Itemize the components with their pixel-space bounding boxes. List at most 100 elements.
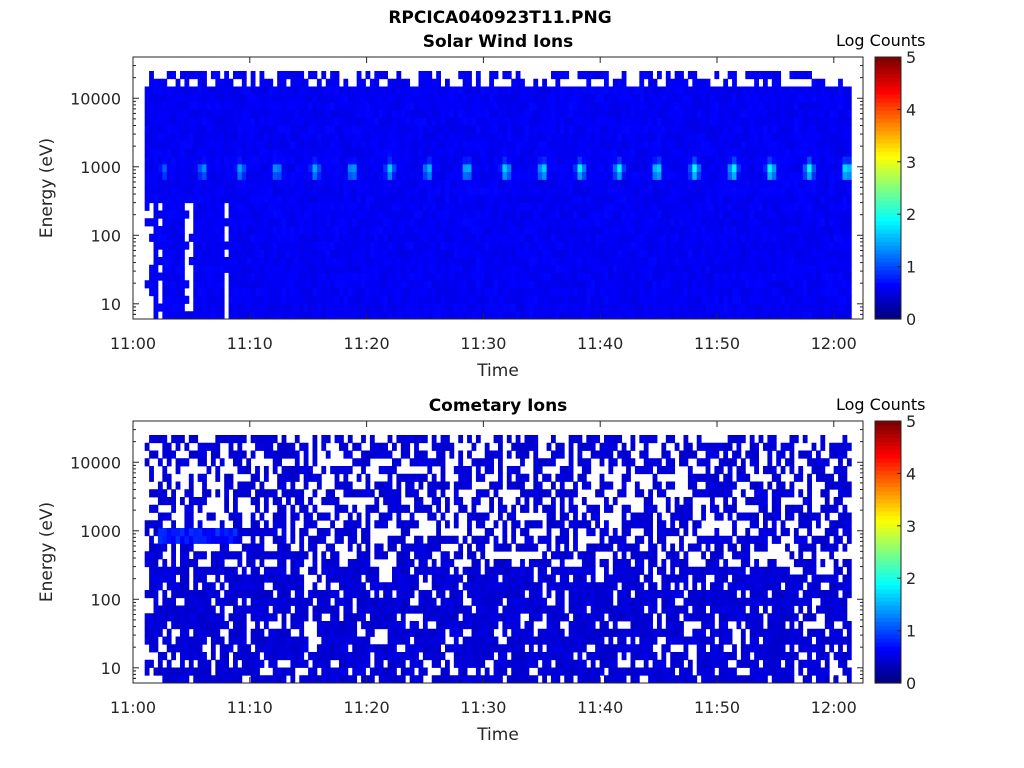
spectrogram-cell [286, 132, 291, 142]
spectrogram-cell [193, 125, 199, 134]
spectrogram-cell [820, 86, 826, 95]
spectrogram-cell [149, 94, 154, 103]
spectrogram-cell [820, 257, 826, 266]
spectrogram-cell [347, 125, 353, 134]
spectrogram-cell [846, 140, 852, 149]
spectrogram-cell [414, 109, 419, 118]
spectrogram-cell [696, 125, 702, 134]
spectrogram-cell [272, 218, 278, 227]
spectrogram-cell [153, 117, 159, 126]
spectrogram-cell [608, 109, 614, 118]
spectrogram-cell [732, 78, 737, 87]
spectrogram-cell [696, 171, 702, 180]
spectrogram-cell [621, 132, 627, 142]
spectrogram-cell [489, 257, 494, 266]
spectrogram-cell [754, 86, 759, 95]
spectrogram-cell [842, 249, 848, 258]
spectrogram-cell [171, 303, 176, 312]
spectrogram-cell [383, 109, 388, 118]
spectrogram-cell [551, 187, 556, 196]
spectrogram-cell [467, 86, 472, 95]
spectrogram-cell [586, 109, 592, 118]
spectrogram-cell [824, 241, 830, 250]
spectrogram-cell [157, 257, 163, 266]
spectrogram-cell [453, 272, 459, 281]
spectrogram-cell [149, 272, 154, 281]
spectrogram-cell [374, 257, 380, 266]
spectrogram-cell [714, 70, 720, 80]
spectrogram-cell [802, 233, 808, 242]
spectrogram-cell [431, 311, 437, 320]
spectrogram-cell [281, 288, 287, 297]
spectrogram-cell [551, 86, 556, 95]
spectrogram-cell [453, 202, 459, 211]
spectrogram-cell [577, 109, 583, 118]
spectrogram-cell [842, 156, 848, 165]
spectrogram-cell [308, 109, 313, 118]
spectrogram-cell [471, 125, 477, 134]
spectrogram-cell [157, 225, 163, 235]
spectrogram-cell [409, 241, 415, 250]
spectrogram-cell [520, 117, 525, 126]
spectrogram-cell [723, 156, 729, 165]
spectrogram-cell [679, 241, 684, 250]
spectrogram-cell [325, 179, 331, 188]
spectrogram-cell [378, 233, 384, 242]
spectrogram-cell [440, 264, 446, 273]
spectrogram-cell [771, 78, 777, 87]
spectrogram-cell [241, 272, 247, 281]
spectrogram-cell [286, 225, 291, 235]
spectrogram-cell [286, 272, 291, 281]
spectrogram-cell [599, 125, 605, 134]
spectrogram-cell [661, 202, 667, 211]
spectrogram-cell [833, 218, 839, 227]
spectrogram-cell [590, 288, 596, 297]
spectrogram-cell [533, 125, 539, 134]
spectrogram-cell [573, 303, 578, 312]
spectrogram-cell [405, 288, 411, 297]
spectrogram-cell [718, 101, 724, 111]
spectrogram-cell [674, 272, 680, 281]
spectrogram-cell [294, 125, 300, 134]
spectrogram-cell [484, 163, 490, 173]
spectrogram-cell [184, 210, 190, 219]
spectrogram-cell [740, 311, 746, 320]
spectrogram-cell [422, 101, 428, 111]
spectrogram-cell [493, 163, 499, 173]
spectrogram-cell [745, 140, 751, 149]
spectrogram-cell [281, 295, 287, 304]
spectrogram-cell [241, 132, 247, 142]
spectrogram-cell [193, 218, 199, 227]
spectrogram-cell [299, 295, 305, 304]
spectrogram-cell [330, 187, 335, 196]
spectrogram-cell [652, 295, 658, 304]
spectrogram-cell [343, 101, 349, 111]
spectrogram-cell [745, 171, 751, 180]
spectrogram-cell [674, 225, 680, 235]
spectrogram-cell [696, 311, 702, 320]
spectrogram-cell [246, 94, 252, 103]
spectrogram-cell [374, 202, 380, 211]
spectrogram-cell [815, 202, 821, 211]
spectrogram-cell [489, 225, 494, 235]
spectrogram-cell [687, 218, 693, 227]
spectrogram-cell [166, 264, 172, 273]
spectrogram-cell [378, 148, 384, 157]
spectrogram-cell [347, 202, 353, 211]
spectrogram-cell [815, 156, 821, 165]
spectrogram-cell [802, 257, 808, 266]
spectrogram-cell [347, 86, 353, 95]
spectrogram-cell [409, 171, 415, 180]
spectrogram-cell [361, 163, 366, 173]
spectrogram-cell [489, 210, 494, 219]
spectrogram-cell [365, 109, 371, 118]
spectrogram-cell [281, 272, 287, 281]
spectrogram-cell [303, 94, 309, 103]
spectrogram-cell [595, 117, 600, 126]
spectrogram-cell [811, 264, 817, 273]
spectrogram-cell [846, 295, 852, 304]
spectrogram-cell [334, 241, 340, 250]
spectrogram-cell [294, 288, 300, 297]
spectrogram-cell [224, 78, 229, 87]
spectrogram-cell [732, 311, 737, 320]
